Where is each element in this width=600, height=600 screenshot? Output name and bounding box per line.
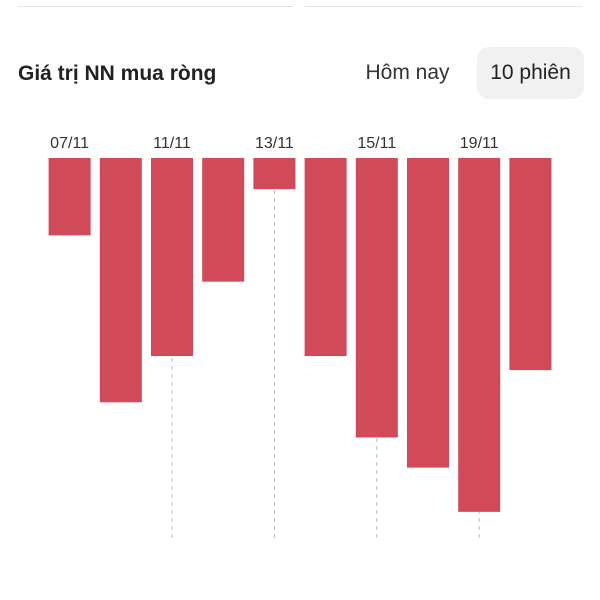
- x-tick-label: 07/11: [50, 135, 89, 152]
- x-tick-label: 19/11: [460, 135, 499, 152]
- bar-13-11[interactable]: [253, 158, 296, 190]
- x-tick-label: 15/11: [357, 135, 396, 152]
- bar-11-11[interactable]: [151, 158, 193, 357]
- bar-14-11[interactable]: [304, 158, 347, 357]
- chart-title: Giá trị NN mua ròng: [18, 62, 217, 85]
- bar-19-11[interactable]: [458, 158, 501, 512]
- bar-20-11[interactable]: [509, 158, 552, 371]
- bar-12-11[interactable]: [202, 158, 245, 282]
- tab-today[interactable]: Hôm nay: [365, 61, 450, 84]
- bar-15-11[interactable]: [355, 158, 398, 438]
- bar-18-11[interactable]: [407, 158, 449, 468]
- bar-07-11[interactable]: [48, 158, 91, 236]
- bar-08-11[interactable]: [99, 158, 142, 403]
- x-tick-label: 13/11: [255, 135, 294, 152]
- top-divider-right: [305, 0, 582, 7]
- x-tick-label: 11/11: [153, 135, 191, 152]
- top-divider-left: [18, 0, 293, 7]
- tab-10-sessions[interactable]: 10 phiên: [477, 47, 584, 99]
